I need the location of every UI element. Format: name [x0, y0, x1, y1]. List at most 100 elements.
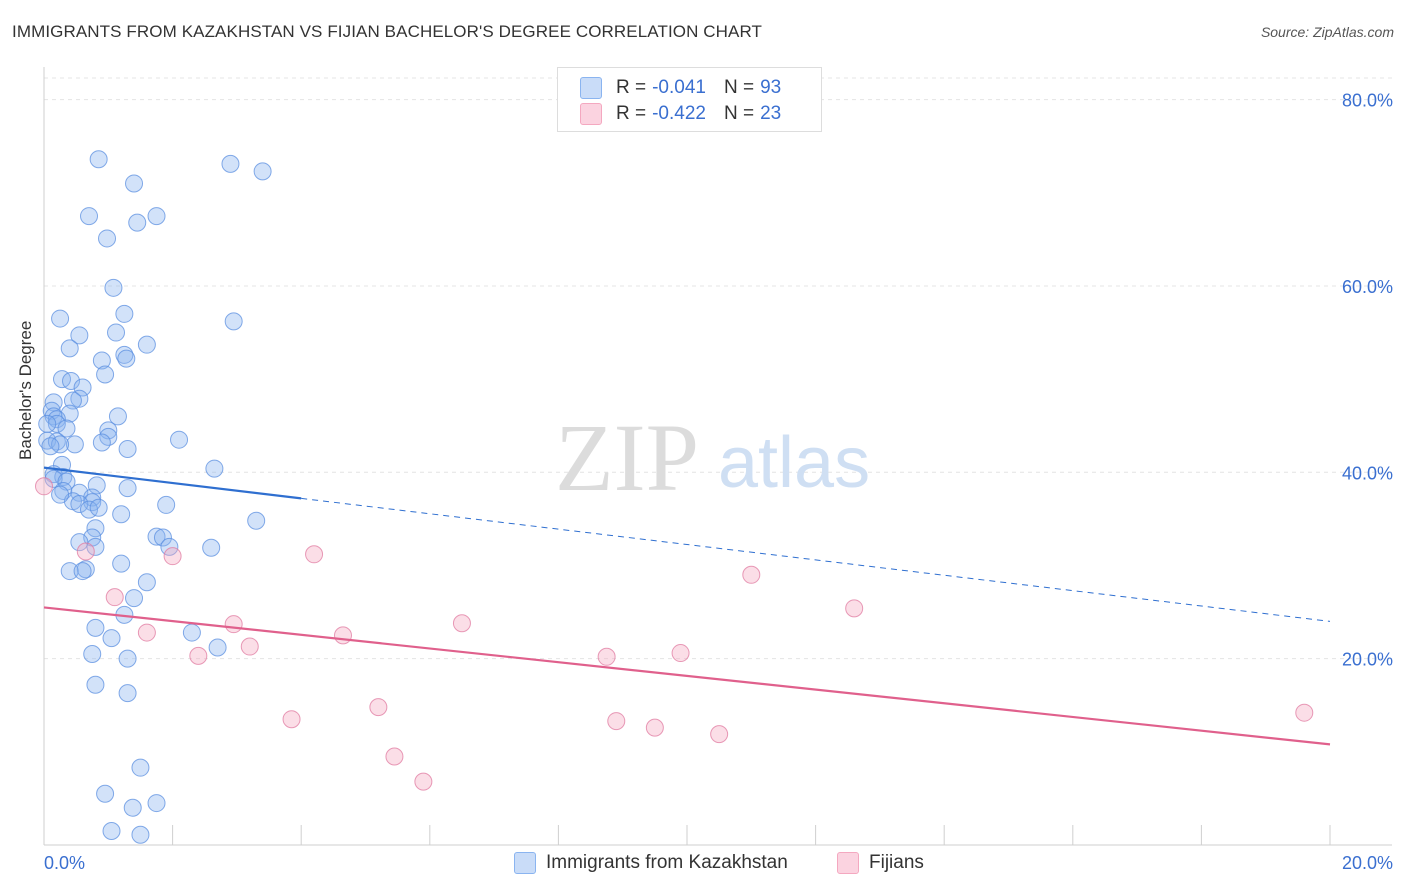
y-tick-label: 60.0% [1342, 277, 1393, 297]
watermark-atlas: atlas [718, 423, 870, 503]
point-kazakhstan [86, 537, 105, 556]
point-kazakhstan [80, 207, 99, 226]
y-tick-label: 20.0% [1342, 650, 1393, 670]
point-kazakhstan [89, 150, 108, 169]
point-fijians [282, 710, 301, 729]
point-fijians [607, 712, 626, 731]
legend-r-value: -0.041 [652, 77, 706, 98]
legend-n-label: N = [723, 77, 755, 98]
source-label: Source: ZipAtlas.com [1260, 24, 1394, 40]
point-kazakhstan [102, 822, 121, 841]
point-kazakhstan [131, 825, 150, 844]
point-fijians [76, 542, 95, 561]
point-kazakhstan [102, 629, 121, 648]
point-kazakhstan [208, 638, 227, 657]
x-tick-label: 20.0% [1342, 853, 1393, 873]
point-kazakhstan [62, 371, 81, 390]
legend-item-fijians[interactable]: Fijians [837, 852, 924, 874]
point-fijians [414, 772, 433, 791]
point-kazakhstan [202, 538, 221, 557]
point-fijians [645, 718, 664, 737]
point-kazakhstan [160, 537, 179, 556]
point-kazakhstan [104, 278, 123, 297]
chart-title: IMMIGRANTS FROM KAZAKHSTAN VS FIJIAN BAC… [12, 22, 763, 41]
point-kazakhstan [38, 414, 57, 433]
point-kazakhstan [153, 528, 172, 547]
legend-n-label: N = [723, 103, 755, 124]
point-fijians [671, 644, 690, 663]
y-tick-label: 40.0% [1342, 463, 1393, 483]
point-kazakhstan [98, 229, 117, 248]
point-kazakhstan [65, 435, 84, 454]
point-kazakhstan [247, 511, 266, 530]
point-kazakhstan [137, 573, 156, 592]
legend-n-value: 93 [760, 77, 782, 98]
point-kazakhstan [108, 407, 127, 426]
point-kazakhstan [107, 323, 126, 342]
point-fijians [385, 747, 404, 766]
point-kazakhstan [47, 414, 66, 433]
point-kazakhstan [86, 519, 105, 538]
point-kazakhstan [253, 162, 272, 181]
point-fijians [452, 614, 471, 633]
point-kazakhstan [96, 784, 115, 803]
point-kazakhstan [86, 675, 105, 694]
watermark-zip: ZIP [555, 404, 699, 511]
point-kazakhstan [47, 410, 66, 429]
legend-label-kazakhstan: Immigrants from Kazakhstan [546, 852, 788, 873]
point-kazakhstan [86, 618, 105, 637]
point-kazakhstan [224, 312, 243, 331]
point-kazakhstan [87, 476, 106, 495]
legend-r-label: R = [616, 77, 647, 98]
legend-n-value: 23 [760, 103, 782, 124]
point-kazakhstan [112, 554, 131, 573]
grid [44, 77, 1392, 660]
point-fijians [163, 547, 182, 566]
point-kazakhstan [76, 560, 95, 579]
tick-labels: 20.0% 40.0% 60.0% 80.0% 0.0% 20.0% [44, 91, 1393, 873]
point-kazakhstan [92, 433, 111, 452]
stats-legend: R = -0.041 N = 93 R = -0.422 N = 23 [557, 67, 822, 132]
legend-row-fijians: R = -0.422 N = 23 [580, 102, 781, 126]
point-kazakhstan [73, 378, 92, 397]
point-kazakhstan [89, 498, 108, 517]
point-fijians [35, 477, 53, 496]
point-kazakhstan [123, 798, 142, 817]
point-kazakhstan [147, 527, 166, 546]
point-kazakhstan [92, 351, 111, 370]
point-kazakhstan [41, 437, 60, 456]
legend-label-fijians: Fijians [869, 852, 924, 873]
point-fijians [240, 637, 259, 656]
point-fijians [742, 565, 761, 584]
point-kazakhstan [118, 479, 137, 498]
point-kazakhstan [147, 794, 166, 813]
point-kazakhstan [57, 472, 76, 491]
y-tick-label: 80.0% [1342, 91, 1393, 111]
point-fijians [189, 646, 208, 665]
point-fijians [224, 615, 243, 634]
watermark: ZIP atlas [555, 404, 870, 511]
point-kazakhstan [53, 370, 72, 389]
point-kazakhstan [118, 684, 137, 703]
point-kazakhstan [170, 430, 189, 449]
axes [43, 67, 1392, 846]
trend-line-fijians [43, 606, 1331, 746]
point-kazakhstan [128, 213, 147, 232]
data-points [35, 150, 1314, 844]
legend-item-kazakhstan[interactable]: Immigrants from Kazakhstan [514, 852, 788, 874]
point-kazakhstan [51, 309, 70, 328]
point-kazakhstan [60, 562, 79, 581]
x-tick-label: 0.0% [44, 853, 85, 873]
trend-line-kazakhstan [43, 466, 302, 500]
legend-swatch-fijians [580, 103, 602, 125]
point-kazakhstan [83, 644, 102, 663]
point-kazakhstan [157, 495, 176, 514]
point-kazakhstan [117, 349, 136, 368]
legend-swatch-fijians [837, 852, 859, 874]
point-fijians [597, 647, 616, 666]
point-fijians [369, 698, 388, 717]
point-kazakhstan [118, 649, 137, 668]
point-fijians [105, 588, 124, 607]
point-kazakhstan [115, 304, 134, 323]
